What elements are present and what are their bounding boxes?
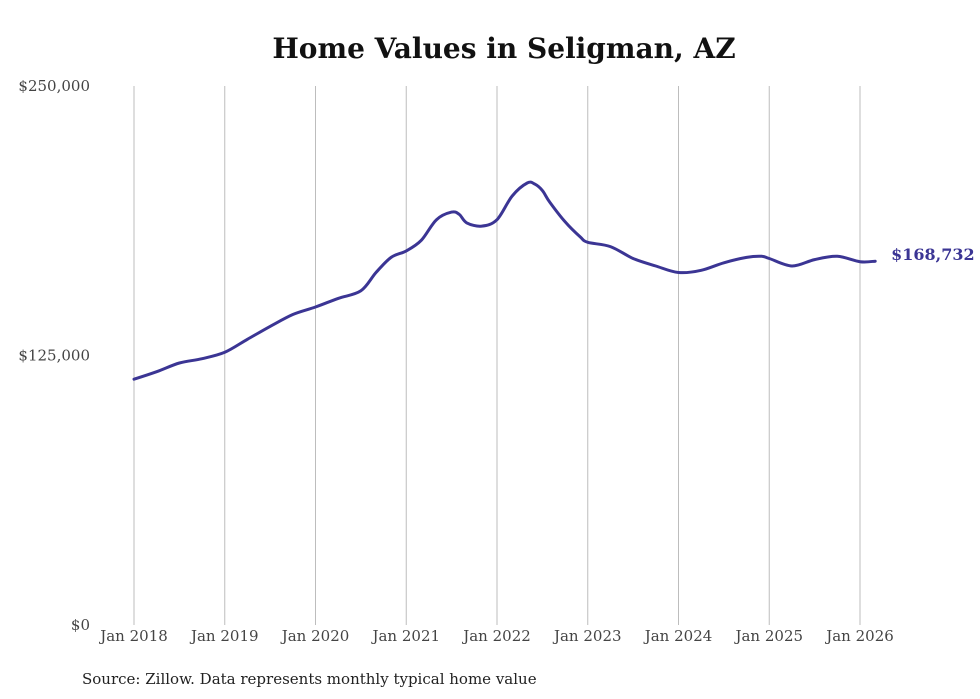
x-tick-label: Jan 2018 [98,627,168,645]
x-tick-label: Jan 2025 [733,627,803,645]
end-value-label: $168,732 [891,245,975,264]
chart-title: Home Values in Seligman, AZ [272,32,735,65]
x-tick-label: Jan 2020 [280,627,350,645]
source-note: Source: Zillow. Data represents monthly … [82,670,537,688]
y-tick-label: $0 [71,616,90,634]
x-tick-label: Jan 2026 [824,627,894,645]
x-tick-label: Jan 2019 [189,627,259,645]
x-tick-label: Jan 2024 [643,627,713,645]
series-line [132,180,877,381]
y-axis: $0 $125,000 $250,000 [18,77,90,634]
x-tick-label: Jan 2022 [461,627,531,645]
y-tick-label: $250,000 [18,77,90,95]
gridlines [133,86,861,625]
x-axis: Jan 2018 Jan 2019 Jan 2020 Jan 2021 Jan 2022… [98,627,894,645]
x-tick-label: Jan 2021 [370,627,440,645]
y-tick-label: $125,000 [18,347,90,365]
x-tick-label: Jan 2023 [552,627,622,645]
